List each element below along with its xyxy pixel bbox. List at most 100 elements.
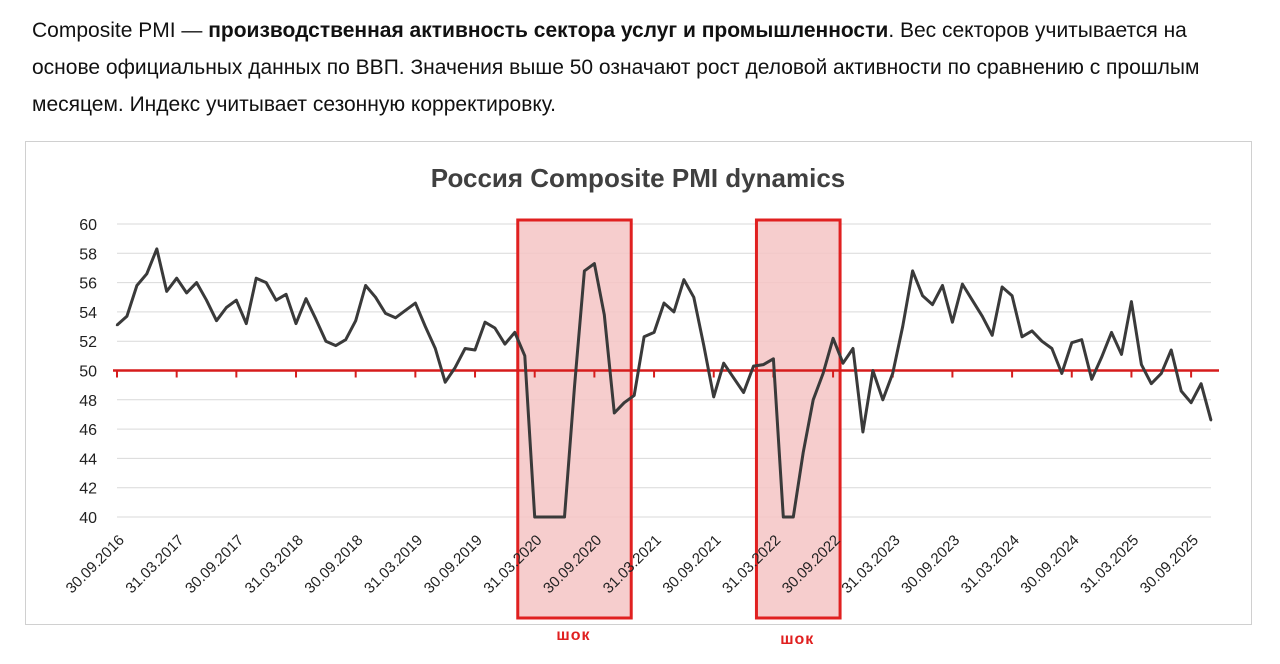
data-point — [1179, 389, 1183, 393]
data-point — [1189, 401, 1193, 404]
y-tick-label: 40 — [79, 510, 97, 527]
x-tick-label: 30.09.2017 — [182, 532, 247, 597]
data-point — [255, 277, 258, 280]
data-point — [205, 298, 208, 302]
data-point — [1040, 340, 1044, 343]
data-point — [762, 363, 765, 366]
data-point — [971, 298, 974, 302]
data-point — [434, 347, 437, 350]
data-point — [861, 430, 865, 434]
data-point — [1090, 378, 1093, 381]
data-point — [782, 515, 785, 519]
data-point — [722, 361, 725, 365]
data-point — [752, 364, 755, 368]
data-point — [593, 262, 596, 265]
data-point — [523, 354, 526, 358]
shock-period-box — [516, 218, 633, 620]
data-point — [324, 340, 328, 343]
data-point — [871, 369, 875, 372]
x-tick-label: 30.09.2025 — [1137, 532, 1202, 597]
y-tick-label: 42 — [79, 481, 97, 498]
data-point — [981, 315, 984, 318]
data-point — [1160, 372, 1163, 375]
chart-frame: Россия Composite PMI dynamics 40 42 44 46 48… — [25, 141, 1252, 625]
shock-label: шок — [556, 627, 591, 644]
data-point — [941, 284, 944, 287]
data-point — [603, 313, 606, 317]
data-point — [623, 401, 626, 404]
data-point — [652, 331, 656, 334]
data-point — [245, 322, 248, 325]
data-point — [304, 297, 308, 300]
pmi-series-line — [116, 247, 1213, 519]
data-point — [533, 515, 536, 519]
data-point — [493, 326, 497, 330]
data-point — [175, 277, 178, 280]
shock-label: шок — [780, 631, 815, 648]
intro-part-1: Composite PMI — — [32, 19, 209, 42]
data-point — [642, 335, 646, 339]
data-point — [364, 284, 367, 287]
data-point — [235, 298, 238, 302]
data-point — [354, 319, 357, 322]
data-point — [483, 320, 487, 324]
y-tick-label: 44 — [79, 451, 97, 468]
x-tick-label: 31.03.2017 — [122, 532, 187, 597]
data-point — [772, 357, 775, 360]
y-tick-label: 60 — [79, 217, 97, 234]
data-point — [215, 319, 218, 322]
x-tick-label: 31.03.2019 — [361, 532, 426, 597]
data-point — [195, 281, 198, 284]
pmi-chart: Россия Composite PMI dynamics 40 42 44 46 48… — [63, 163, 1219, 620]
data-point — [463, 347, 467, 350]
data-point — [185, 291, 188, 295]
data-point — [394, 316, 397, 319]
data-point — [792, 515, 795, 519]
data-point — [742, 391, 745, 394]
data-point — [692, 296, 696, 299]
series-layer — [115, 247, 1213, 519]
x-tick-label: 30.09.2021 — [659, 532, 724, 597]
x-tick-label: 30.09.2018 — [301, 532, 366, 597]
data-point — [414, 301, 417, 305]
data-point — [384, 312, 387, 315]
x-tick-label: 31.03.2024 — [958, 532, 1023, 597]
data-point — [473, 348, 477, 352]
y-tick-label: 52 — [79, 334, 97, 351]
data-point — [632, 394, 636, 397]
x-tick-label: 31.03.2025 — [1077, 532, 1142, 597]
data-point — [682, 278, 686, 281]
data-point — [911, 269, 914, 273]
data-point — [334, 344, 337, 347]
y-axis: 40 42 44 46 48 50 52 54 56 58 60 — [79, 217, 97, 527]
data-point — [543, 515, 546, 519]
data-point — [155, 247, 158, 251]
y-tick-label: 50 — [79, 364, 97, 381]
data-point — [1020, 335, 1024, 339]
x-tick-label: 31.03.2018 — [242, 532, 307, 597]
x-tick-label: 30.09.2023 — [898, 532, 963, 597]
data-point — [165, 290, 168, 293]
data-point — [1100, 356, 1103, 359]
x-tick-label: 30.09.2016 — [63, 532, 128, 597]
x-tick-label: 30.09.2019 — [421, 532, 486, 597]
y-tick-label: 54 — [79, 305, 97, 322]
data-point — [1209, 419, 1213, 422]
data-point — [1030, 329, 1034, 333]
y-tick-label: 56 — [79, 276, 97, 293]
data-point — [115, 323, 119, 327]
data-point — [1170, 348, 1173, 352]
data-point — [802, 451, 805, 454]
data-point — [613, 411, 616, 415]
data-point — [225, 306, 228, 309]
y-tick-label: 46 — [79, 422, 97, 439]
threshold-layer — [113, 369, 1219, 378]
shock-layer — [516, 218, 842, 620]
data-point — [702, 344, 705, 347]
data-point — [712, 395, 715, 399]
data-point — [931, 303, 934, 306]
data-point — [1130, 300, 1133, 303]
data-point — [672, 310, 676, 314]
data-point — [1140, 363, 1143, 366]
intro-paragraph: Composite PMI — производственная активно… — [32, 12, 1254, 123]
